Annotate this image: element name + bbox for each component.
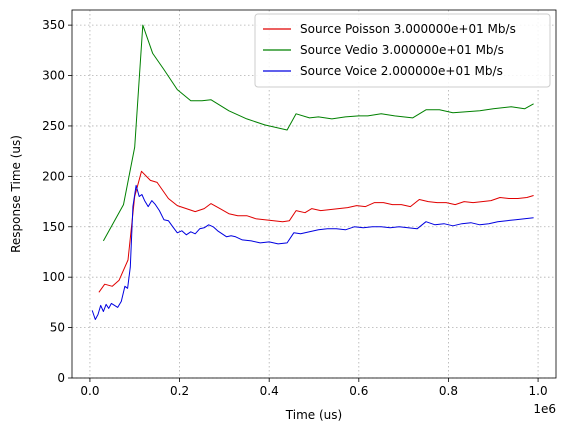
y-tick-label: 100 [42,270,65,284]
y-tick-label: 50 [50,321,65,335]
x-tick-label: 1.0 [529,384,548,398]
x-tick-label: 0.0 [80,384,99,398]
legend-label-3: Source Voice 2.000000e+01 Mb/s [300,64,503,78]
y-tick-label: 200 [42,169,65,183]
legend-box [254,13,551,88]
y-axis-label: Response Time (us) [9,135,23,253]
x-axis-label: Time (us) [285,408,342,422]
y-tick-label: 350 [42,18,65,32]
legend: Source Poisson 3.000000e+01 Mb/s Source V… [254,13,551,88]
y-tick-label: 0 [57,371,65,385]
legend-label-1: Source Poisson 3.000000e+01 Mb/s [300,22,516,36]
series-line-2 [102,24,534,242]
y-tick-label: 250 [42,119,65,133]
series-line-3 [91,184,534,320]
y-tick-label: 300 [42,69,65,83]
series-lines [91,24,534,320]
series-line-1 [98,170,534,293]
x-tick-label: 0.4 [260,384,279,398]
plot-frame [71,9,557,379]
x-tick-label: 0.2 [170,384,189,398]
x-tick-label: 0.6 [349,384,368,398]
legend-items: Source Poisson 3.000000e+01 Mb/s Source V… [263,22,516,78]
legend-label-2: Source Vedio 3.000000e+01 Mb/s [300,43,504,57]
axis-ticks: 0.0 0.2 0.4 0.6 0.8 1.0 0 50 100 150 200 250 300 350 [42,18,548,398]
x-axis-offset-label: 1e6 [533,402,556,416]
y-tick-label: 150 [42,220,65,234]
x-tick-label: 0.8 [439,384,458,398]
